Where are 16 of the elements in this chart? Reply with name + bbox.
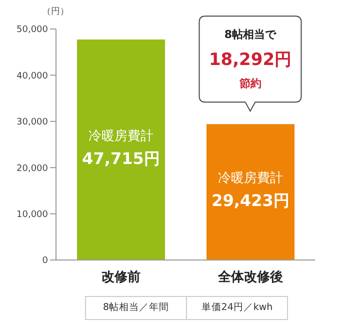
y-tick-label: 10,000 <box>16 210 48 220</box>
y-axis-title: （円） <box>42 6 69 18</box>
annotation: 8帖相当で <box>224 28 278 42</box>
y-tick-label: 30,000 <box>16 118 48 128</box>
data-label: 冷暖房費計 29,423円 <box>212 170 290 210</box>
x-tick-label: 改修前 <box>101 270 140 286</box>
y-tick-label: 50,000 <box>16 25 48 36</box>
annotation: 節約 <box>238 77 262 90</box>
text: 8帖相当／年間 <box>102 301 170 315</box>
annotation: 18,292円 <box>208 50 292 70</box>
y-tick-label: 20,000 <box>16 164 48 174</box>
x-tick-label: 全体改修後 <box>216 269 283 286</box>
y-tick-label: 0 <box>42 256 48 266</box>
y-tick-label: 40,000 <box>16 71 48 82</box>
text: 単価24円／kwh <box>186 297 287 319</box>
data-label: 冷暖房費計 47,715円 <box>82 128 160 168</box>
